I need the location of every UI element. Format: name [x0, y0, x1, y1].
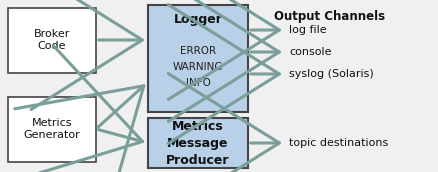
Text: Broker
Code: Broker Code [34, 29, 70, 51]
FancyBboxPatch shape [8, 97, 96, 162]
FancyBboxPatch shape [8, 8, 96, 73]
Text: ERROR
WARNING
INFO: ERROR WARNING INFO [173, 46, 223, 88]
Text: Metrics
Message
Producer: Metrics Message Producer [166, 120, 229, 166]
Text: syslog (Solaris): syslog (Solaris) [288, 69, 373, 79]
Text: log file: log file [288, 25, 326, 35]
Text: topic destinations: topic destinations [288, 138, 387, 148]
Text: Logger: Logger [173, 13, 222, 25]
Text: console: console [288, 47, 331, 57]
FancyBboxPatch shape [148, 118, 247, 168]
FancyBboxPatch shape [148, 5, 247, 112]
Text: Metrics
Generator: Metrics Generator [24, 118, 80, 140]
Text: Output Channels: Output Channels [274, 10, 385, 23]
